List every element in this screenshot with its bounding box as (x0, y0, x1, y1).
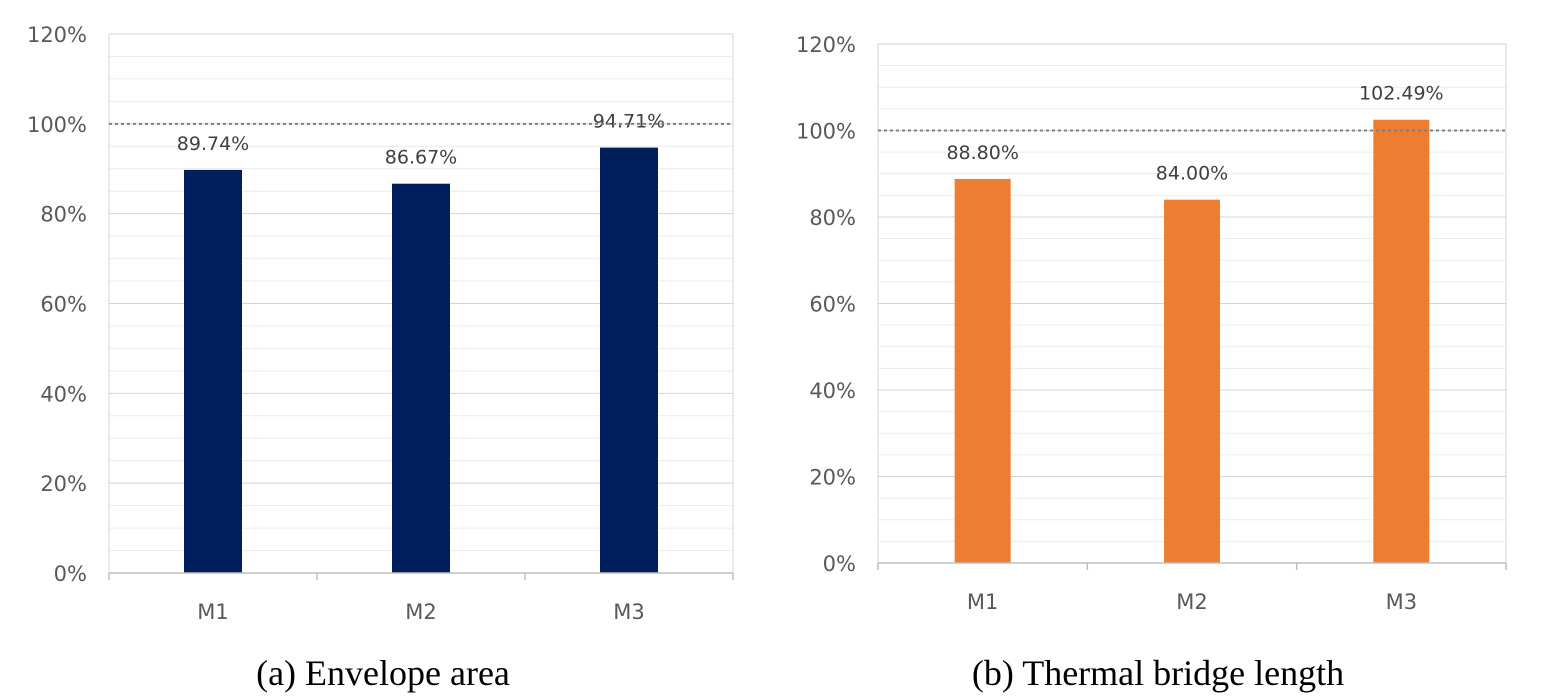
caption-a: (a) Envelope area (256, 653, 510, 693)
y-tick-label: 20% (809, 466, 856, 490)
bar-m2 (392, 183, 450, 573)
data-label-m3: 94.71% (593, 111, 665, 133)
y-tick-label: 60% (40, 293, 87, 317)
chart-panel-b: 0% 20% 40% 60% 80% 100% 120% 88.80% M1 84.00% M2 10… (770, 0, 1541, 640)
bar-m1 (184, 169, 242, 573)
y-tick-label: 60% (809, 293, 856, 317)
y-tick-label: 120% (796, 33, 856, 57)
y-tick-label: 20% (40, 472, 87, 496)
y-tick-label: 100% (27, 113, 87, 137)
x-tick-label-m1: M1 (197, 600, 228, 624)
y-tick-label: 120% (27, 23, 87, 47)
y-tick-label: 80% (809, 206, 856, 230)
data-label-m1: 89.74% (177, 133, 249, 155)
y-tick-label: 40% (809, 379, 856, 403)
y-tick-label: 80% (40, 203, 87, 227)
data-label-m1: 88.80% (946, 142, 1018, 164)
x-tick-label-m2: M2 (1176, 590, 1207, 614)
thermal-bridge-length-chart: 0% 20% 40% 60% 80% 100% 120% 88.80% M1 84.00% M2 10… (796, 33, 1507, 614)
chart-panel-a: 0% 20% 40% 60% 80% 100% 120% 89.74% M1 86.67% M2 94… (0, 0, 760, 640)
envelope-area-chart: 0% 20% 40% 60% 80% 100% 120% 89.74% M1 86.67% M2 94… (27, 23, 734, 624)
y-tick-label: 0% (823, 552, 856, 576)
bar-m3 (600, 147, 658, 574)
x-tick-label-m2: M2 (405, 600, 436, 624)
data-label-m2: 86.67% (385, 147, 457, 169)
y-tick-label: 0% (54, 562, 87, 586)
x-tick-label-m3: M3 (613, 600, 644, 624)
data-label-m3: 102.49% (1359, 83, 1444, 105)
y-tick-label: 40% (40, 382, 87, 406)
bar-m2 (1164, 199, 1220, 563)
bar-m1 (954, 178, 1011, 563)
data-label-m2: 84.00% (1156, 163, 1228, 185)
y-tick-label: 100% (796, 120, 856, 144)
x-tick-label-m3: M3 (1386, 590, 1417, 614)
caption-b: (b) Thermal bridge length (971, 653, 1345, 693)
bar-m3 (1373, 119, 1430, 564)
x-tick-label-m1: M1 (967, 590, 998, 614)
